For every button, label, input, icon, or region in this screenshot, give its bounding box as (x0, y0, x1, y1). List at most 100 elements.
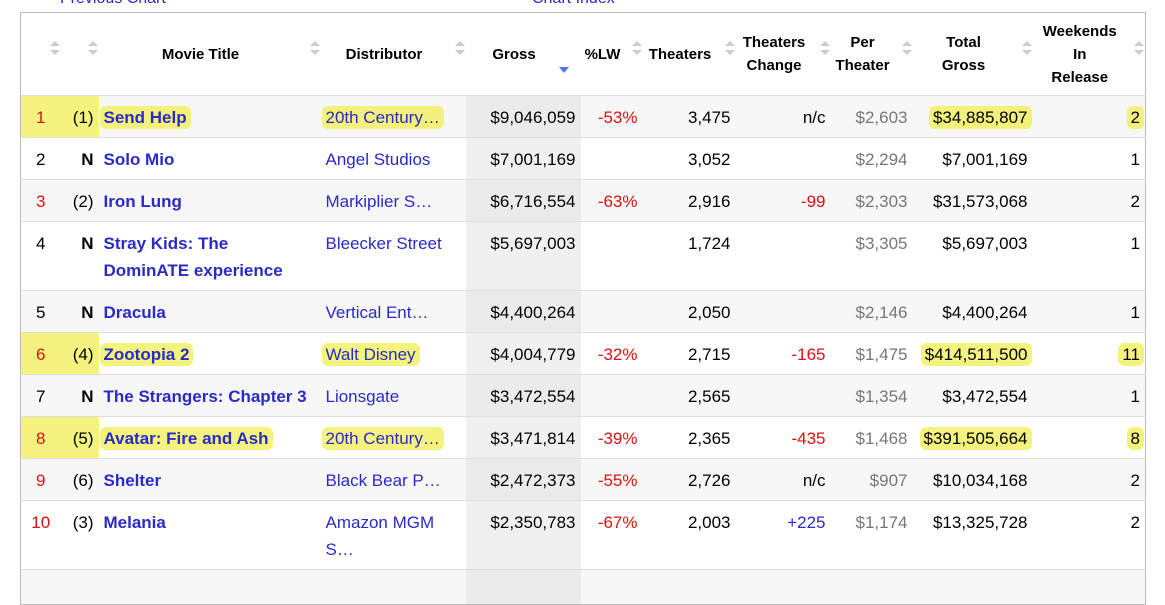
cell (642, 569, 736, 605)
movie-title[interactable]: Zootopia 2 (99, 343, 194, 366)
theaters-change: -435 (791, 429, 826, 448)
header-label: Release (1051, 68, 1109, 86)
cell: -67% (580, 500, 643, 570)
cell: Zootopia 2 (98, 332, 321, 375)
theaters: 3,052 (687, 150, 731, 169)
chart-index-link[interactable]: Chart Index (532, 0, 615, 8)
cell: The Strangers: Chapter 3 (98, 374, 321, 417)
cell: -53% (580, 95, 643, 138)
distributor[interactable]: Vertical Ent… (325, 303, 429, 322)
cell: 2,726 (642, 458, 736, 501)
cell: 2 (20, 137, 61, 180)
cell: -99 (735, 179, 831, 222)
movie-title[interactable]: Solo Mio (103, 150, 175, 169)
column-header[interactable]: Theaters Change (736, 13, 831, 96)
gross: $3,472,554 (490, 387, 576, 406)
column-header[interactable]: Weekends In Release (1033, 13, 1146, 96)
cell: $414,511,500 (912, 332, 1033, 375)
rank: 10 (31, 513, 51, 532)
rank: 1 (36, 108, 46, 127)
column-header[interactable]: Per Theater (831, 13, 913, 96)
distributor[interactable]: Markiplier S… (325, 192, 433, 211)
cell: 3 (20, 179, 61, 222)
previous-chart-link[interactable]: Previous Chart (60, 0, 166, 8)
weekends: 1 (1130, 234, 1140, 253)
header-label: Movie Title (161, 45, 240, 63)
distributor[interactable]: Lionsgate (325, 387, 400, 406)
rank: 7 (36, 387, 46, 406)
cell (580, 137, 643, 180)
percent-last-week: -32% (597, 345, 638, 364)
distributor[interactable]: 20th Century… (321, 106, 444, 129)
percent-last-week: -39% (597, 429, 638, 448)
distributor[interactable]: Walt Disney (321, 343, 420, 366)
cell: Vertical Ent… (320, 290, 466, 333)
movie-title[interactable]: Avatar: Fire and Ash (99, 427, 273, 450)
total-gross: $7,001,169 (942, 150, 1028, 169)
weekends: 1 (1130, 387, 1140, 406)
cell: $3,472,554 (912, 374, 1033, 417)
cell: $5,697,003 (912, 221, 1033, 291)
movie-title[interactable]: Stray Kids: The DominATE experience (103, 234, 283, 280)
cell (735, 137, 831, 180)
cell: 1 (20, 95, 61, 138)
cell: $1,174 (830, 500, 913, 570)
cell: 20th Century… (320, 416, 466, 459)
cell: 1 (1032, 290, 1146, 333)
distributor[interactable]: Bleecker Street (325, 234, 442, 253)
table-row: 3 (2) Iron Lung Markiplier S… $6,716,554 -63%… (20, 179, 1146, 222)
theaters: 3,475 (687, 108, 731, 127)
distributor[interactable]: Amazon MGM S… (325, 513, 435, 559)
cell: N (60, 137, 99, 180)
table-row: 1 (1) Send Help 20th Century… $9,046,059 -53%… (20, 95, 1146, 138)
distributor[interactable]: 20th Century… (321, 427, 444, 450)
column-header[interactable]: Theaters (643, 13, 736, 96)
column-header[interactable]: Gross (466, 13, 581, 96)
column-header[interactable]: %LW (581, 13, 643, 96)
header-label: Weekends (1042, 22, 1117, 40)
column-header[interactable] (61, 13, 99, 96)
distributor[interactable]: Angel Studios (325, 150, 431, 169)
table-row: 4 N Stray Kids: The DominATE experience Ble… (20, 221, 1146, 291)
previous-rank: N (81, 150, 94, 169)
movie-title[interactable]: The Strangers: Chapter 3 (103, 387, 307, 406)
cell: 1,724 (642, 221, 736, 291)
movie-title[interactable]: Iron Lung (103, 192, 182, 211)
column-header[interactable]: Distributor (321, 13, 466, 96)
cell: $3,472,554 (465, 374, 581, 417)
movie-title[interactable]: Send Help (99, 106, 191, 129)
cell: $1,354 (830, 374, 913, 417)
cell: 2 (1032, 458, 1146, 501)
cell (1032, 569, 1146, 605)
movie-title[interactable]: Melania (103, 513, 166, 532)
theaters: 2,715 (687, 345, 731, 364)
page: Previous Chart Chart Index Movie Title Di… (20, 0, 1146, 605)
column-header[interactable]: Total Gross (913, 13, 1033, 96)
cell: 2,050 (642, 290, 736, 333)
weekends: 2 (1126, 106, 1144, 129)
distributor[interactable]: Black Bear P… (325, 471, 441, 490)
table-row: 8 (5) Avatar: Fire and Ash 20th Century… $3,… (20, 416, 1146, 459)
movie-title[interactable]: Dracula (103, 303, 166, 322)
previous-rank: (6) (72, 471, 94, 490)
previous-rank: N (81, 234, 94, 253)
cell: -39% (580, 416, 643, 459)
gross: $4,004,779 (490, 345, 576, 364)
cell: 11 (1032, 332, 1146, 375)
cell: Markiplier S… (320, 179, 466, 222)
header-label: In (1073, 45, 1087, 63)
previous-rank: (5) (72, 429, 94, 448)
cell: $4,400,264 (912, 290, 1033, 333)
column-header[interactable]: Movie Title (99, 13, 321, 96)
cell: 4 (20, 221, 61, 291)
cell (465, 569, 581, 605)
header-label: Total (946, 34, 981, 51)
cell: N (60, 290, 99, 333)
theaters-change: -165 (791, 345, 826, 364)
movie-title[interactable]: Shelter (103, 471, 162, 490)
cell: $2,303 (830, 179, 913, 222)
column-header[interactable] (21, 13, 61, 96)
cell: $391,505,664 (912, 416, 1033, 459)
cell: Iron Lung (98, 179, 321, 222)
theaters: 2,726 (687, 471, 731, 490)
